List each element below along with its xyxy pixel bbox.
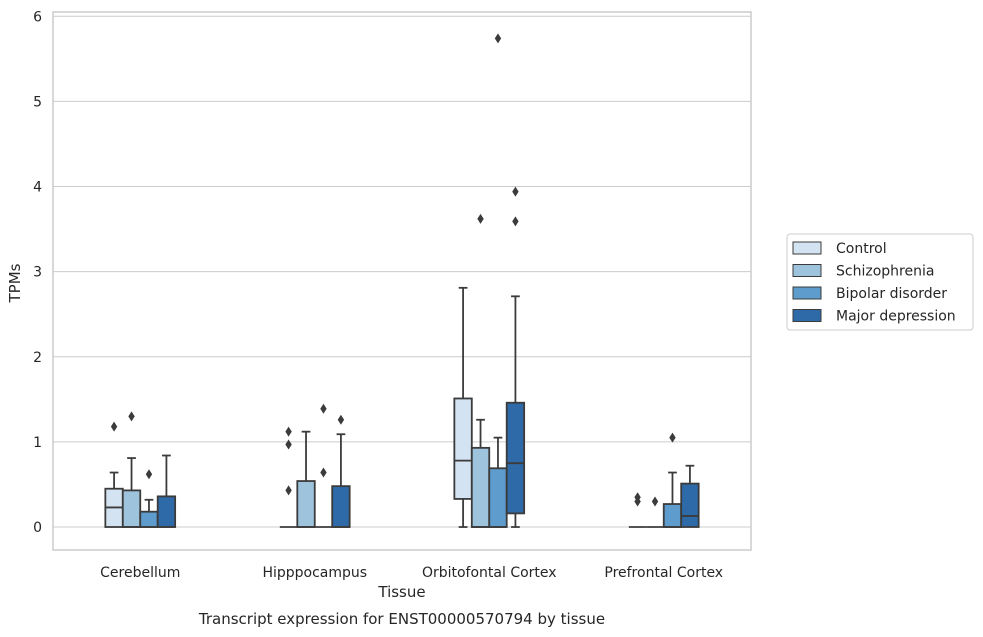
outlier-point xyxy=(320,467,327,478)
box-body xyxy=(139,510,159,528)
box-1-1 xyxy=(296,430,316,528)
x-axis-title: Tissue xyxy=(377,583,425,601)
outlier-point xyxy=(285,439,292,450)
outlier-point xyxy=(494,33,502,44)
outlier-point xyxy=(145,469,153,480)
legend-swatch xyxy=(792,286,822,300)
outlier-point xyxy=(634,492,641,503)
box-1-2 xyxy=(314,403,333,528)
legend-label: Major depression xyxy=(836,309,956,325)
y-tick-label: 1 xyxy=(33,435,42,451)
outlier-point xyxy=(512,216,519,227)
x-tick-label: Hipppocampus xyxy=(262,565,367,581)
legend-swatch xyxy=(792,309,822,322)
outlier-point xyxy=(110,421,118,432)
box-2-3 xyxy=(505,186,526,528)
x-tick-label: Cerebellum xyxy=(100,565,180,581)
outlier-point xyxy=(285,485,292,496)
legend-label: Bipolar disorder xyxy=(836,286,947,302)
box-body xyxy=(296,480,316,528)
y-tick-label: 4 xyxy=(33,180,42,196)
legend: Control Schizophrenia Bipolar disorder Majo… xyxy=(786,233,974,331)
outlier-point xyxy=(320,403,327,414)
plot-border xyxy=(52,11,752,551)
legend-swatch xyxy=(792,264,822,277)
box-0-2 xyxy=(139,469,159,528)
y-gridlines xyxy=(53,15,751,528)
outlier-point xyxy=(337,414,345,425)
figure-caption: Transcript expression for ENST0000057079… xyxy=(198,610,605,628)
box-body xyxy=(156,495,177,528)
legend-label: Schizophrenia xyxy=(836,264,934,280)
box-0-1 xyxy=(121,411,142,528)
box-body xyxy=(453,397,473,500)
outlier-point xyxy=(512,186,519,197)
box-1-3 xyxy=(331,414,351,528)
x-tick-label: Prefrontal Cortex xyxy=(604,565,723,581)
outlier-point xyxy=(651,496,659,507)
y-tick-label: 5 xyxy=(33,94,42,110)
box-body xyxy=(331,485,351,528)
legend-swatch xyxy=(792,241,822,255)
plot-area-frame xyxy=(52,11,752,551)
box-3-3 xyxy=(680,464,700,528)
box-body xyxy=(121,489,142,528)
legend-frame xyxy=(786,233,974,331)
box-2-1 xyxy=(470,213,491,528)
box-2-0 xyxy=(453,286,473,528)
outlier-point xyxy=(477,213,484,224)
outlier-point xyxy=(128,411,135,422)
box-2-2 xyxy=(488,33,508,528)
box-body xyxy=(505,401,526,515)
y-tick-label: 2 xyxy=(33,350,42,366)
box-body xyxy=(488,467,508,528)
y-tick-label: 0 xyxy=(33,520,42,536)
y-axis-title: TPMs xyxy=(6,263,24,303)
legend-label: Control xyxy=(836,241,887,257)
outlier-point xyxy=(285,426,292,437)
box-3-2 xyxy=(662,432,683,528)
outlier-point xyxy=(669,432,676,443)
box-1-0 xyxy=(279,426,298,528)
x-tick-labels: Cerebellum Hipppocampus Orbitofontal Corte… xyxy=(100,565,723,581)
x-tick-label: Orbitofontal Cortex xyxy=(422,565,557,581)
box-3-1 xyxy=(646,496,664,528)
y-tick-labels: 0 1 2 3 4 5 6 xyxy=(33,9,42,536)
y-tick-label: 6 xyxy=(33,9,42,25)
box-body xyxy=(470,446,491,528)
y-tick-label: 3 xyxy=(33,265,42,281)
box-body xyxy=(680,482,700,528)
box-3-0 xyxy=(628,492,647,528)
box-0-0 xyxy=(104,421,124,528)
box-body xyxy=(662,503,683,528)
box-0-3 xyxy=(156,454,177,528)
box-marks xyxy=(104,33,700,528)
